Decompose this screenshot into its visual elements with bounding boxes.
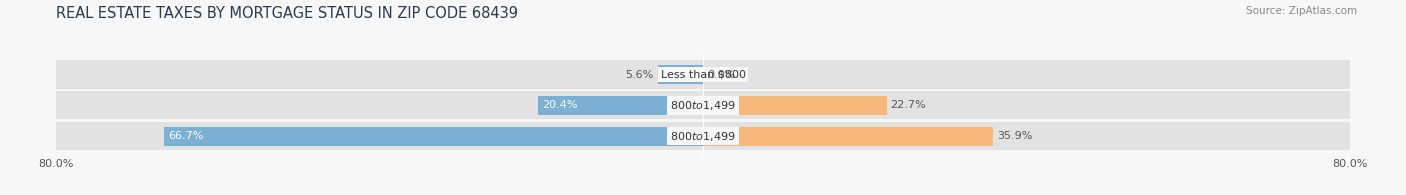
Text: $800 to $1,499: $800 to $1,499 <box>671 129 735 143</box>
Bar <box>56 122 1350 150</box>
Text: REAL ESTATE TAXES BY MORTGAGE STATUS IN ZIP CODE 68439: REAL ESTATE TAXES BY MORTGAGE STATUS IN … <box>56 6 519 21</box>
Text: Source: ZipAtlas.com: Source: ZipAtlas.com <box>1246 6 1357 16</box>
Text: Less than $800: Less than $800 <box>661 70 745 80</box>
Bar <box>658 65 703 84</box>
Bar <box>538 96 703 115</box>
Text: 66.7%: 66.7% <box>167 131 204 141</box>
Text: $800 to $1,499: $800 to $1,499 <box>671 99 735 112</box>
Bar <box>56 60 1350 89</box>
Text: 22.7%: 22.7% <box>890 100 927 110</box>
Text: 35.9%: 35.9% <box>997 131 1032 141</box>
Bar <box>703 96 887 115</box>
Bar <box>56 91 1350 119</box>
Text: 20.4%: 20.4% <box>543 100 578 110</box>
Text: 0.0%: 0.0% <box>707 70 735 80</box>
Text: 5.6%: 5.6% <box>626 70 654 80</box>
Bar <box>163 127 703 145</box>
Bar <box>703 127 993 145</box>
